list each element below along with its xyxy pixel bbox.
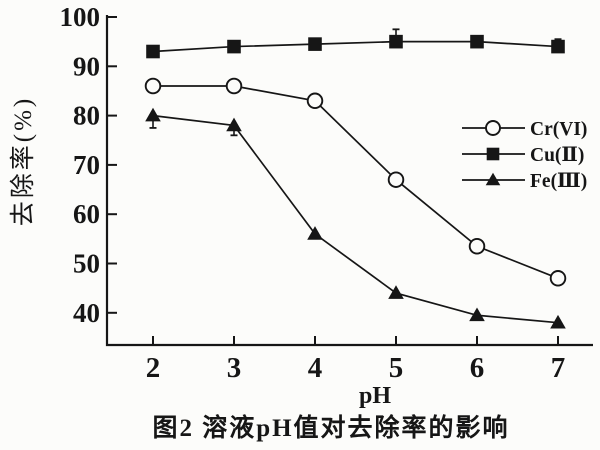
y-tick-label: 50	[73, 249, 100, 279]
legend-label: Fe(Ⅲ)	[530, 171, 587, 192]
data-point-marker-open-circle	[468, 237, 486, 255]
data-point-marker-filled-triangle	[145, 107, 161, 122]
series-line-open-circle	[153, 85, 559, 280]
x-tick-label: 5	[389, 352, 404, 384]
series-line-filled-triangle	[152, 114, 559, 324]
data-point-marker-filled-triangle	[469, 307, 485, 322]
figure-caption: 图2 溶液pH值对去除率的影响	[152, 415, 510, 442]
legend-marker-filled-square	[486, 147, 500, 161]
legend-marker-open-circle	[485, 120, 501, 136]
x-tick-label: 7	[551, 352, 566, 384]
data-point-marker-filled-square	[308, 37, 322, 51]
data-point-marker-filled-triangle	[307, 226, 323, 240]
data-point-marker-open-circle	[225, 77, 243, 95]
data-point-marker-filled-square	[389, 34, 403, 49]
axes	[105, 15, 593, 347]
data-point-marker-filled-square	[146, 44, 160, 59]
data-point-marker-filled-triangle	[550, 314, 566, 329]
x-tick-label: 4	[308, 352, 323, 384]
data-point-marker-open-circle	[387, 171, 405, 188]
data-point-marker-open-circle	[306, 92, 324, 110]
legend-marker-filled-triangle	[485, 172, 501, 186]
data-point-marker-filled-square	[470, 34, 484, 49]
y-tick-label: 40	[73, 298, 100, 328]
y-tick-label: 100	[60, 2, 101, 32]
legend-label: Cu(Ⅱ)	[530, 145, 584, 166]
x-tick-label: 6	[470, 352, 485, 384]
data-point-marker-filled-square	[227, 39, 241, 54]
series-line-filled-square	[152, 40, 559, 53]
data-point-marker-filled-square	[551, 39, 565, 54]
x-tick-label: 3	[227, 352, 242, 384]
x-axis-label: pH	[358, 383, 391, 409]
y-tick-label: 60	[73, 199, 100, 229]
x-tick-label: 2	[146, 352, 161, 384]
data-point-marker-open-circle	[144, 77, 162, 95]
y-tick-label: 80	[73, 101, 100, 131]
data-point-marker-filled-triangle	[388, 285, 404, 299]
y-axis-label: 去除率(%)	[10, 95, 37, 227]
y-tick-label: 70	[73, 150, 100, 180]
y-tick-label: 90	[73, 51, 100, 81]
data-point-marker-open-circle	[549, 270, 567, 287]
legend-label: Cr(VI)	[530, 119, 587, 140]
data-point-marker-filled-triangle	[226, 117, 242, 132]
